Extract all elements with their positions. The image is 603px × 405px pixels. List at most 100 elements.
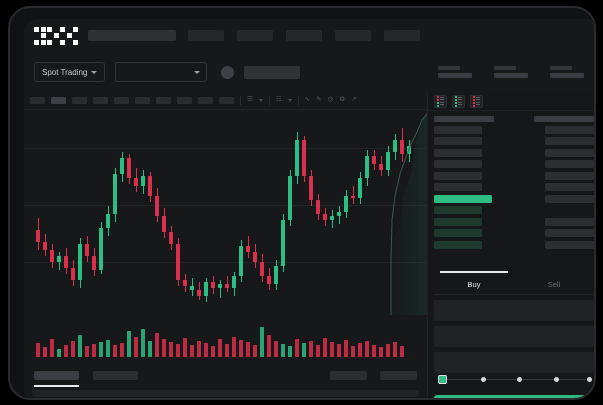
toolbar-divider — [297, 96, 299, 105]
chart-toolbar: ☰ ☷ ∿ ✎ ◎ ⚙ ↗ — [24, 92, 427, 110]
trade-column: Buy Sell — [428, 92, 594, 398]
orderbook-header — [534, 116, 594, 122]
nav-item-5[interactable] — [384, 30, 420, 41]
timeframe-10[interactable] — [219, 97, 234, 104]
timeframe-1[interactable] — [30, 97, 45, 104]
timeframe-9[interactable] — [198, 97, 213, 104]
candlestick-chart[interactable] — [24, 110, 427, 315]
drawing-pencil-icon[interactable]: ✎ — [316, 96, 322, 104]
volume-bar — [197, 341, 201, 357]
trade-history-row[interactable] — [544, 229, 594, 237]
timeframe-2[interactable] — [51, 97, 66, 104]
fullscreen-icon[interactable]: ↗ — [351, 96, 357, 104]
line-chart-icon[interactable]: ∿ — [304, 96, 311, 104]
market-type-dropdown[interactable]: Spot Trading — [34, 62, 106, 82]
chart-gridline — [24, 205, 427, 206]
stat-2 — [494, 66, 528, 78]
orderbook-ask-row[interactable] — [434, 137, 482, 145]
orderbook-ask-row[interactable] — [434, 160, 482, 168]
volume-bar — [99, 342, 103, 357]
bottom-tab-actions — [330, 370, 417, 380]
bottom-tab-2[interactable] — [93, 370, 138, 380]
nav-item-4[interactable] — [335, 30, 371, 41]
volume-bar — [253, 345, 257, 357]
orderbook-bid-row[interactable] — [434, 217, 482, 226]
orderbook-bid-row[interactable] — [434, 206, 482, 214]
volume-bar — [204, 343, 208, 357]
volume-bar — [386, 344, 390, 357]
timeframe-6[interactable] — [135, 97, 150, 104]
timeframe-4[interactable] — [93, 97, 108, 104]
orderbook-view-both[interactable] — [434, 94, 447, 108]
orders-panel — [32, 390, 419, 397]
orderbook-ask-row[interactable] — [434, 171, 482, 180]
percent-slider[interactable] — [438, 375, 592, 384]
slider-track — [442, 379, 586, 380]
volume-bar — [295, 339, 299, 357]
slider-stop-75[interactable] — [553, 376, 559, 382]
slider-stop-25[interactable] — [480, 376, 486, 382]
orderbook-ask-row[interactable] — [434, 125, 482, 134]
trading-pair-dropdown[interactable] — [115, 62, 208, 82]
order-book[interactable] — [428, 111, 594, 271]
ticker-stats — [438, 66, 590, 78]
orderbook-bid-row[interactable] — [434, 240, 482, 249]
volume-bar — [239, 340, 243, 357]
volume-bar — [323, 338, 327, 357]
monitor-bezel: Spot Trading — [8, 6, 596, 400]
orderbook-bid-row[interactable] — [434, 229, 482, 237]
orderbook-ask-row[interactable] — [434, 148, 482, 157]
trade-history-row[interactable] — [544, 160, 594, 168]
volume-bar — [365, 341, 369, 357]
depth-curve-icon — [390, 113, 427, 315]
amount-field[interactable] — [434, 326, 594, 347]
search-input[interactable] — [88, 30, 176, 41]
tab-sell[interactable]: Sell — [547, 280, 561, 289]
trade-history-row[interactable] — [544, 240, 594, 249]
orderbook-ask-row[interactable] — [434, 183, 482, 191]
bottom-action-1[interactable] — [330, 370, 367, 380]
timeframe-8[interactable] — [177, 97, 192, 104]
settings-gear-icon[interactable]: ⚙ — [339, 96, 346, 104]
bottom-action-2[interactable] — [380, 370, 417, 380]
chevron-down-icon-2[interactable] — [287, 99, 292, 102]
volume-bar — [288, 346, 292, 357]
trade-history-row[interactable] — [544, 183, 594, 191]
toolbar-divider — [268, 96, 270, 105]
timeframe-5[interactable] — [114, 97, 129, 104]
trade-history-row[interactable] — [544, 217, 594, 226]
candle-type-icon[interactable]: ☰ — [247, 96, 253, 104]
slider-handle[interactable] — [438, 375, 447, 384]
chevron-down-icon-1[interactable] — [258, 99, 263, 102]
volume-bar — [190, 345, 194, 357]
price-field[interactable] — [434, 300, 594, 321]
camera-icon[interactable]: ◎ — [327, 96, 334, 104]
indicators-icon[interactable]: ☷ — [275, 96, 282, 104]
orderbook-view-asks[interactable] — [470, 94, 483, 108]
volume-bar — [92, 344, 96, 357]
bottom-tab-1[interactable] — [34, 370, 79, 387]
slider-stop-50[interactable] — [517, 376, 523, 382]
stat-3 — [550, 66, 584, 78]
trade-history-row[interactable] — [544, 137, 594, 145]
trade-history-row[interactable] — [544, 125, 594, 134]
trade-history-row[interactable] — [544, 194, 594, 203]
app-screen: Spot Trading — [24, 19, 594, 398]
nav-item-1[interactable] — [188, 30, 224, 41]
trade-history-row[interactable] — [544, 171, 594, 180]
tab-buy[interactable]: Buy — [434, 271, 514, 294]
trade-history-row[interactable] — [544, 148, 594, 157]
timeframe-3[interactable] — [72, 97, 87, 104]
total-field[interactable] — [434, 352, 594, 373]
submit-buy-button[interactable] — [434, 395, 594, 398]
timeframe-7[interactable] — [156, 97, 171, 104]
ticker-subheader: Spot Trading — [24, 52, 594, 92]
slider-stop-100[interactable] — [586, 376, 592, 382]
orderbook-left-column — [434, 116, 511, 249]
volume-bar — [337, 344, 341, 357]
orderbook-view-bids[interactable] — [452, 94, 465, 108]
volume-bar — [246, 342, 250, 357]
okx-logo[interactable] — [34, 26, 78, 45]
nav-item-3[interactable] — [286, 30, 322, 41]
nav-item-2[interactable] — [237, 30, 273, 41]
